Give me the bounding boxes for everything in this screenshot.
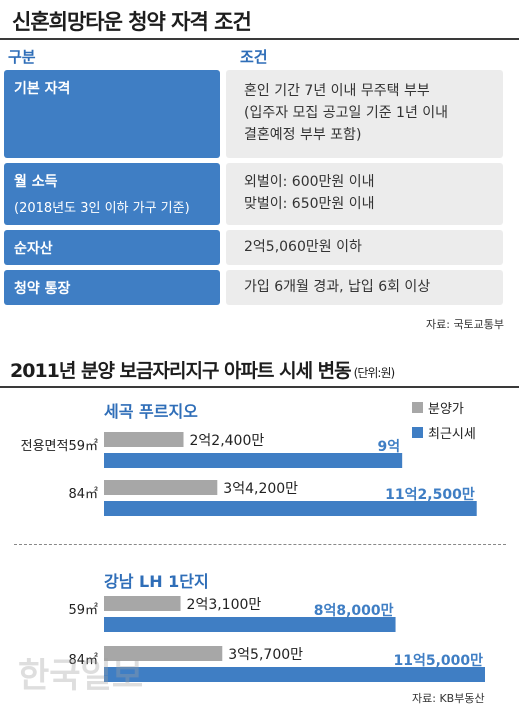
area-label: 59㎡ xyxy=(68,603,98,618)
column-header-condition: 조건 xyxy=(240,48,268,66)
chart-legend: 분양가 최근시세 xyxy=(412,398,476,448)
legend-label: 최근시세 xyxy=(428,427,476,442)
data-label-sale-price: 3억5,700만 xyxy=(228,647,303,663)
table-source: 자료: 국토교통부 xyxy=(426,318,505,331)
legend-label: 분양가 xyxy=(428,402,464,417)
data-label-recent-price: 8억8,000만 xyxy=(314,603,394,619)
chart-source: 자료: KB부동산 xyxy=(412,692,485,705)
row-account-condition: 가입 6개월 경과, 납입 6회 이상 xyxy=(226,270,503,305)
column-header-category: 구분 xyxy=(8,48,36,66)
title-divider xyxy=(0,38,519,40)
condition-line: 혼인 기간 7년 이내 무주택 부부 xyxy=(244,83,430,99)
condition-line: 결혼예정 부부 포함) xyxy=(244,127,362,143)
data-label-sale-price: 2억3,100만 xyxy=(187,597,262,613)
row-label: 기본 자격 xyxy=(14,81,71,97)
row-assets-label: 순자산 xyxy=(4,230,220,265)
condition-line: 가입 6개월 경과, 납입 6회 이상 xyxy=(244,279,431,295)
condition-line: (입주자 모집 공고일 기준 1년 이내 xyxy=(244,105,449,121)
chart-title-divider xyxy=(0,386,519,388)
table-title: 신혼희망타운 청약 자격 조건 xyxy=(12,10,252,34)
legend-swatch-gray xyxy=(412,402,423,413)
data-label-recent-price: 9억 xyxy=(378,439,401,455)
bar-sale-price xyxy=(104,432,184,447)
bar-sale-price xyxy=(104,480,218,495)
condition-line: 2억5,060만원 이하 xyxy=(244,239,362,255)
legend-item-sale-price: 분양가 xyxy=(412,398,476,417)
condition-line: 외벌이: 600만원 이내 xyxy=(244,174,375,190)
chart-title: 2011년 분양 보금자리지구 아파트 시세 변동 (단위:원) xyxy=(10,356,396,383)
watermark: 한국일보 xyxy=(18,656,144,696)
legend-item-recent-price: 최근시세 xyxy=(412,423,476,442)
bar-recent-price xyxy=(104,667,485,682)
bar-recent-price xyxy=(104,617,396,632)
bar-layer: 전용면적59㎡ 2억2,400만 9억 84㎡ 3억4,200만 11억2,500만 59㎡… xyxy=(21,432,485,682)
row-income-label: 월 소득 (2018년도 3인 이하 가구 기준) xyxy=(4,163,220,225)
row-sublabel: (2018년도 3인 이하 가구 기준) xyxy=(14,201,190,216)
bar-sale-price xyxy=(104,646,223,661)
row-income-condition: 외벌이: 600만원 이내 맞벌이: 650만원 이내 xyxy=(226,163,503,225)
bar-sale-price xyxy=(104,596,181,611)
area-label: 전용면적59㎡ xyxy=(21,439,98,454)
complex-name: 세곡 푸르지오 xyxy=(104,402,198,421)
bar-recent-price xyxy=(104,453,403,468)
complex-name: 강남 LH 1단지 xyxy=(104,572,209,591)
data-label-sale-price: 3억4,200만 xyxy=(223,481,298,497)
chart-title-text: 2011년 분양 보금자리지구 아파트 시세 변동 xyxy=(10,360,352,382)
row-label: 청약 통장 xyxy=(14,281,71,297)
data-label-recent-price: 11억5,000만 xyxy=(393,653,483,669)
area-label: 84㎡ xyxy=(68,653,98,668)
chart-unit: (단위:원) xyxy=(353,366,396,380)
row-account-label: 청약 통장 xyxy=(4,270,220,305)
group-separator xyxy=(14,544,506,545)
data-label-recent-price: 11억2,500만 xyxy=(385,487,475,503)
row-assets-condition: 2억5,060만원 이하 xyxy=(226,230,503,265)
row-basic-condition: 혼인 기간 7년 이내 무주택 부부 (입주자 모집 공고일 기준 1년 이내 … xyxy=(226,70,503,158)
row-label: 월 소득 xyxy=(14,174,58,190)
row-label: 순자산 xyxy=(14,241,53,257)
area-label: 84㎡ xyxy=(68,487,98,502)
data-label-sale-price: 2억2,400만 xyxy=(190,433,265,449)
bar-recent-price xyxy=(104,501,477,516)
row-basic-label: 기본 자격 xyxy=(4,70,220,158)
condition-line: 맞벌이: 650만원 이내 xyxy=(244,196,375,212)
legend-swatch-blue xyxy=(412,427,423,438)
